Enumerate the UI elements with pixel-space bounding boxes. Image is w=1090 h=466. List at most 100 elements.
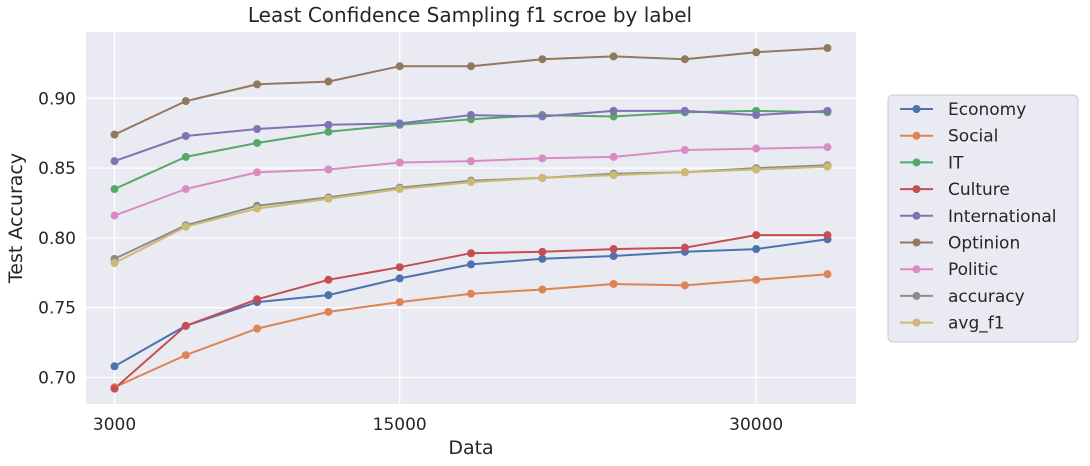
data-point [538, 173, 547, 182]
legend-marker-social [912, 131, 921, 140]
data-point [680, 281, 689, 290]
data-point [324, 127, 333, 136]
data-point [752, 48, 761, 57]
data-point [823, 44, 832, 53]
data-point [538, 154, 547, 163]
data-point [253, 324, 262, 333]
data-point [181, 97, 190, 106]
data-point [752, 144, 761, 153]
data-point [752, 245, 761, 254]
data-point [467, 157, 475, 166]
data-point [253, 204, 262, 213]
legend-label-culture: Culture [948, 180, 1010, 200]
y-tick-label: 0.70 [38, 368, 76, 388]
data-point [538, 254, 547, 263]
data-point [324, 77, 333, 86]
legend-label-avg-f1: avg_f1 [948, 314, 1005, 334]
data-point [538, 112, 547, 121]
legend-marker-international [912, 211, 921, 220]
data-point [609, 279, 618, 288]
data-point [181, 131, 190, 140]
data-point [609, 112, 618, 121]
data-point [324, 275, 333, 284]
data-point [324, 307, 333, 316]
grid [86, 32, 856, 404]
data-point [110, 362, 119, 371]
legend-marker-it [912, 158, 921, 167]
data-point [253, 168, 262, 177]
data-point [110, 185, 119, 194]
data-point [680, 145, 689, 154]
series-markers [110, 44, 832, 393]
data-point [253, 80, 262, 89]
y-tick-label: 0.80 [38, 229, 76, 249]
data-point [609, 245, 618, 254]
data-point [395, 263, 404, 272]
legend-marker-politic [912, 265, 921, 274]
x-tick-label: 15000 [373, 415, 427, 435]
data-point [538, 285, 547, 294]
x-axis-label: Data [448, 437, 493, 459]
y-tick-label: 0.85 [38, 159, 76, 179]
data-point [609, 171, 618, 180]
data-point [823, 162, 832, 171]
data-point [467, 260, 475, 269]
y-tick-label: 0.75 [38, 299, 76, 319]
data-point [538, 55, 547, 64]
data-point [752, 111, 761, 120]
legend-label-accuracy: accuracy [948, 287, 1025, 307]
legend-label-politic: Politic [948, 260, 998, 280]
data-point [467, 178, 475, 187]
data-point [110, 384, 119, 393]
legend-marker-economy [912, 105, 921, 113]
data-point [609, 52, 618, 61]
data-point [181, 222, 190, 231]
data-point [395, 298, 404, 307]
data-point [467, 111, 475, 120]
data-point [538, 247, 547, 256]
data-point [609, 106, 618, 115]
legend-label-international: International [948, 207, 1057, 227]
data-point [181, 185, 190, 194]
data-point [395, 274, 404, 283]
legend-marker-accuracy [912, 291, 921, 300]
data-point [395, 185, 404, 194]
data-point [752, 275, 761, 284]
x-tick-label: 3000 [93, 415, 136, 435]
chart-title: Least Confidence Sampling f1 scroe by la… [248, 3, 692, 27]
data-point [467, 289, 475, 298]
legend: Economy Social IT Culture International Optin… [887, 94, 1079, 343]
data-point [253, 125, 262, 134]
data-point [752, 231, 761, 240]
data-point [110, 211, 119, 220]
x-tick-label: 30000 [729, 415, 783, 435]
legend-box [887, 94, 1079, 343]
data-point [752, 165, 761, 174]
data-point [823, 106, 832, 115]
legend-marker-culture [912, 185, 921, 194]
legend-label-social: Social [948, 127, 998, 147]
data-point [110, 259, 119, 268]
data-point [680, 168, 689, 177]
legend-label-it: IT [948, 153, 964, 173]
data-point [324, 291, 333, 300]
data-point [181, 321, 190, 330]
data-point [395, 158, 404, 167]
data-point [324, 120, 333, 129]
data-point [253, 138, 262, 147]
data-point [253, 295, 262, 304]
legend-label-optinion: Optinion [948, 234, 1020, 254]
tick-labels: 3000 15000 30000 0.70 0.75 0.80 0.85 0.90 [38, 89, 783, 435]
data-point [181, 152, 190, 161]
data-point [324, 165, 333, 174]
data-point [680, 55, 689, 64]
data-point [680, 243, 689, 252]
data-point [823, 270, 832, 279]
legend-label-economy: Economy [948, 100, 1026, 120]
data-point [823, 143, 832, 152]
y-axis-label: Test Accuracy [5, 153, 27, 284]
data-point [395, 119, 404, 128]
data-point [110, 130, 119, 139]
legend-marker-avg-f1 [912, 318, 921, 327]
